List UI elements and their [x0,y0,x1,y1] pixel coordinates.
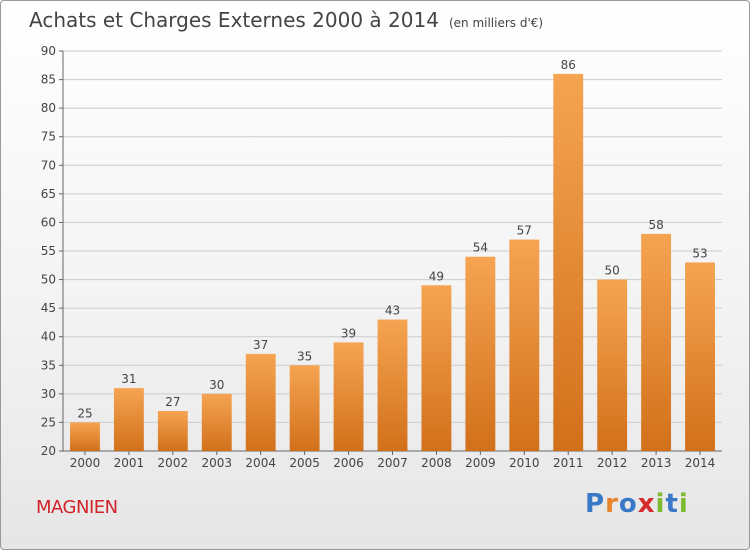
x-tick-label: 2005 [289,456,320,470]
data-label: 43 [385,304,400,318]
data-label: 50 [605,264,620,278]
x-tick-label: 2000 [70,456,101,470]
y-tick-label: 80 [41,101,56,115]
town-name: MAGNIEN [36,497,118,518]
data-label: 54 [473,241,488,255]
bar [421,285,452,451]
bar [157,411,188,451]
chart-title-text: Achats et Charges Externes 2000 à 2014 [29,8,439,32]
bar [70,422,100,451]
logo-letter: P [585,489,606,519]
data-label: 30 [209,378,224,392]
logo-letter: o [618,489,638,519]
bar [113,388,144,451]
x-tick-label: 2012 [597,456,628,470]
logo-letter: r [605,489,619,519]
logo-letter: i [655,489,666,519]
x-tick-label: 2010 [509,456,540,470]
y-tick-label: 30 [41,387,56,401]
chart-unit: (en milliers d'€) [448,16,544,30]
y-tick-label: 60 [41,215,56,229]
y-tick-label: 45 [41,301,56,315]
x-tick-label: 2004 [245,456,276,470]
bar [289,365,320,451]
bar [201,393,232,451]
x-tick-label: 2014 [685,456,716,470]
logo-letter: t [665,489,679,519]
y-tick-label: 75 [41,130,56,144]
y-tick-label: 35 [41,358,56,372]
bar [245,353,276,451]
x-tick-label: 2002 [158,456,189,470]
x-tick-label: 2008 [421,456,452,470]
data-label: 39 [341,326,356,340]
data-label: 35 [297,349,312,363]
logo-letter: i [678,489,689,519]
proxiti-logo: Proxiti [585,489,689,519]
bar [509,239,540,451]
data-label: 53 [692,246,707,260]
x-tick-label: 2011 [553,456,584,470]
data-label: 37 [253,338,268,352]
y-tick-label: 50 [41,273,56,287]
data-label: 27 [165,395,180,409]
x-tick-label: 2001 [114,456,145,470]
bar [641,233,672,451]
x-tick-label: 2007 [377,456,408,470]
data-label: 49 [429,269,444,283]
y-tick-label: 85 [41,73,56,87]
bar [597,279,628,451]
y-tick-label: 70 [41,158,56,172]
y-tick-label: 20 [41,444,56,458]
chart-title: Achats et Charges Externes 2000 à 2014 (e… [29,8,543,32]
data-label: 31 [121,372,136,386]
bar [685,262,715,451]
data-label: 25 [77,406,92,420]
x-tick-label: 2009 [465,456,496,470]
y-tick-label: 65 [41,187,56,201]
bar [553,73,584,451]
data-label: 58 [648,218,663,232]
logo-letter: x [637,489,656,519]
x-tick-label: 2006 [333,456,364,470]
x-tick-label: 2003 [201,456,232,470]
y-tick-label: 40 [41,330,56,344]
y-tick-label: 90 [41,44,56,58]
bar [333,342,364,451]
x-tick-label: 2013 [641,456,672,470]
data-label: 86 [561,58,576,72]
y-tick-label: 25 [41,415,56,429]
bar [465,256,496,451]
data-label: 57 [517,224,532,238]
y-tick-label: 55 [41,244,56,258]
bar [377,319,408,451]
